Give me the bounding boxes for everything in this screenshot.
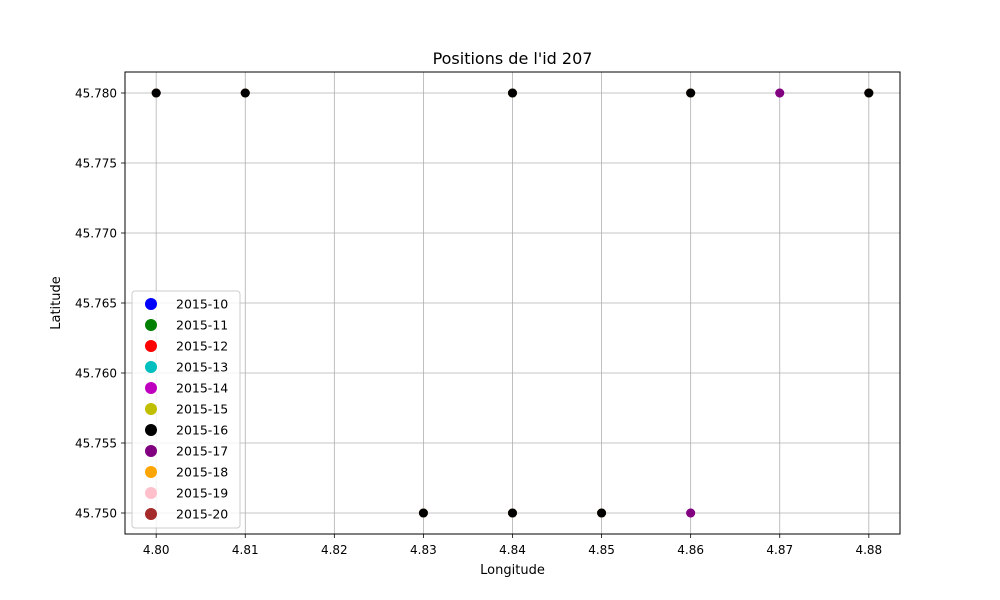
legend-label: 2015-17 <box>176 444 228 459</box>
data-point <box>508 88 517 98</box>
data-point <box>240 88 250 98</box>
data-point <box>775 88 785 98</box>
legend-marker <box>145 319 157 331</box>
y-tick-label: 45.755 <box>75 437 117 451</box>
x-tick-label: 4.82 <box>321 543 348 557</box>
legend-label: 2015-10 <box>176 297 228 312</box>
legend-label: 2015-14 <box>176 381 228 396</box>
data-point <box>418 508 428 518</box>
legend-marker <box>145 466 157 478</box>
legend-marker <box>145 361 157 373</box>
y-tick-label: 45.775 <box>75 157 117 171</box>
x-tick-label: 4.83 <box>410 543 437 557</box>
legend-marker <box>145 382 157 394</box>
y-tick-label: 45.760 <box>75 367 117 381</box>
legend-marker <box>145 487 157 499</box>
legend-marker <box>145 424 157 436</box>
x-tick-label: 4.86 <box>677 543 704 557</box>
legend-marker <box>145 508 157 520</box>
x-axis-label: Longitude <box>480 563 545 578</box>
legend-marker <box>145 298 157 310</box>
legend-marker <box>145 445 157 457</box>
legend-label: 2015-12 <box>176 339 228 354</box>
legend-label: 2015-19 <box>176 486 228 501</box>
data-point <box>686 508 696 518</box>
x-tick-label: 4.84 <box>499 543 526 557</box>
legend-box <box>131 290 241 529</box>
y-axis-ticks: 45.750 45.755 45.760 45.765 45.770 45.775 45.7… <box>75 87 125 521</box>
legend-marker <box>145 340 157 352</box>
chart-title: Positions de l'id 207 <box>433 49 593 68</box>
legend-label: 2015-13 <box>176 360 228 375</box>
data-points <box>151 88 874 518</box>
data-point <box>597 508 607 518</box>
x-tick-label: 4.80 <box>143 543 170 557</box>
y-tick-label: 45.750 <box>75 507 117 521</box>
legend-marker <box>145 403 157 415</box>
x-tick-label: 4.85 <box>588 543 615 557</box>
y-axis-label: Latitude <box>49 276 64 330</box>
y-tick-label: 45.770 <box>75 227 117 241</box>
data-point <box>151 88 161 98</box>
legend: 2015-10 2015-11 2015-12 2015-13 2015-14 2015-… <box>131 290 241 529</box>
x-tick-label: 4.81 <box>232 543 259 557</box>
y-tick-label: 45.780 <box>75 87 117 101</box>
data-point <box>686 88 696 98</box>
legend-label: 2015-11 <box>176 318 228 333</box>
x-tick-label: 4.87 <box>766 543 793 557</box>
legend-label: 2015-18 <box>176 465 228 480</box>
data-point <box>508 508 517 518</box>
x-axis-ticks: 4.80 4.81 4.82 4.83 4.84 4.85 4.86 4.87 4.88 <box>143 534 882 557</box>
legend-label: 2015-20 <box>176 507 228 522</box>
legend-label: 2015-15 <box>176 402 228 417</box>
x-tick-label: 4.88 <box>855 543 882 557</box>
data-point <box>864 88 874 98</box>
legend-label: 2015-16 <box>176 423 228 438</box>
y-tick-label: 45.765 <box>75 297 117 311</box>
